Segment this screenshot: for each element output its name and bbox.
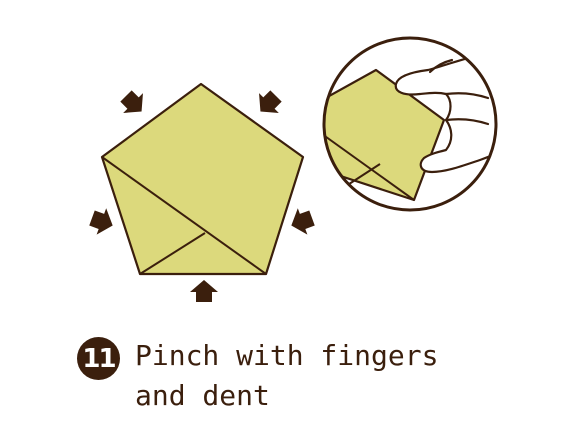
step-number: 11 [82, 343, 116, 374]
inset-fold-line-diagonal [324, 133, 415, 201]
arrow-right-icon [89, 208, 113, 235]
arrow-left-icon [291, 208, 315, 235]
fold-line-diagonal [101, 156, 267, 275]
inset-circle-border [322, 36, 498, 212]
instruction-line-1: Pinch with fingers [135, 339, 439, 372]
pentagon-paper [100, 82, 305, 276]
inset-detail [322, 36, 498, 212]
instruction-line-2: and dent [135, 379, 270, 412]
step-number-badge: 11 [77, 337, 120, 380]
arrow-down-right-icon [120, 90, 143, 113]
arrow-down-left-icon [259, 90, 282, 113]
fold-line-inner [139, 232, 206, 275]
inset-fold-line-inner [345, 163, 381, 187]
arrow-up-icon [190, 280, 218, 302]
pentagon-fold [100, 82, 305, 276]
press-arrows [89, 90, 315, 302]
hand-icon [394, 48, 496, 174]
